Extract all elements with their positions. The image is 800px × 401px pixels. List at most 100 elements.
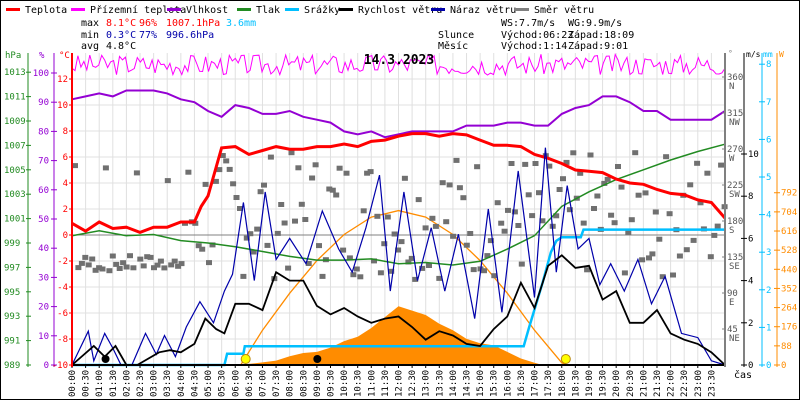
wind-direction-point (384, 214, 391, 220)
wind-direction-point (474, 164, 481, 170)
direction-tick-name: E (729, 298, 734, 308)
pressure-tick-label: 995 (4, 288, 20, 298)
humidity-tick-label: 60 (38, 186, 49, 196)
wind-direction-point (233, 195, 240, 200)
wind-direction-point (381, 241, 388, 247)
radiation-tick-label: 88 (781, 342, 792, 352)
wind-direction-point (140, 263, 147, 269)
wind-direction-point (501, 228, 508, 234)
wind-direction-point (632, 150, 639, 156)
radiation-tick-label: 528 (781, 246, 797, 256)
temperature-tick-label: 2 (63, 205, 68, 215)
legend-label: Rychlost větru (358, 4, 442, 16)
x-tick-label: 06:30 (245, 370, 255, 397)
wind-direction-point (432, 223, 439, 229)
series-wind-gust (71, 147, 726, 366)
x-tick-label: 04:30 (190, 370, 200, 397)
wind-direction-point (484, 253, 491, 259)
stats-moon-set: Západ:9:01 (568, 40, 628, 52)
stats-min-hum: 77% (139, 30, 157, 41)
stats-max-hum: 96% (139, 18, 157, 29)
stats-sun-label: Slunce (438, 30, 474, 41)
wind-direction-point (237, 206, 243, 211)
wind-direction-point (175, 263, 182, 269)
wind-direction-point (154, 262, 161, 268)
rain-tick-label: 5 (766, 173, 771, 183)
wind-direction-point (604, 176, 611, 182)
x-tick-label: 12:30 (408, 370, 418, 397)
x-tick-label: 16:30 (517, 370, 527, 397)
wind-direction-point (714, 223, 721, 229)
direction-tick-label: 135 (727, 253, 743, 263)
legend-swatch (285, 8, 299, 11)
wind-direction-point (99, 266, 106, 272)
wind-direction-point (288, 150, 295, 156)
humidity-tick-label: 40 (38, 244, 49, 254)
wind-axis-label: m/s (746, 50, 761, 59)
temperature-tick-label: -2 (57, 257, 68, 267)
wind-direction-point (168, 262, 175, 268)
radiation-tick-label: 616 (781, 227, 797, 237)
humidity-tick-label: 70 (38, 157, 49, 167)
direction-tick-label: 315 (727, 109, 743, 119)
wind-direction-point (656, 236, 663, 242)
pressure-tick-label: 991 (4, 337, 20, 347)
pressure-tick-label: 997 (4, 263, 20, 273)
wind-direction-point (463, 242, 470, 248)
stats-block: max 8.1°C 96% 1007.1hPa 3.6mm min 0.3°C … (81, 18, 634, 52)
sun-marker-sunset (560, 354, 571, 364)
wind-direction-point (157, 258, 164, 264)
wind-direction-point (72, 163, 78, 169)
x-tick-label: 09:30 (326, 370, 336, 397)
x-tick-label: 18:30 (571, 370, 581, 397)
wind-direction-point (305, 261, 312, 266)
wind-direction-point (127, 253, 133, 259)
wind-direction-point (518, 261, 525, 267)
temperature-tick-label: 6 (63, 153, 68, 163)
wind-direction-point (460, 195, 467, 201)
temperature-axis-label: °C (59, 51, 70, 61)
wind-direction-point (357, 274, 364, 280)
pressure-tick-label: 1007 (4, 141, 26, 151)
wind-direction-point (718, 162, 725, 168)
pressure-tick-label: 989 (4, 361, 20, 371)
pressure-tick-label: 993 (4, 312, 20, 322)
wind-direction-point (106, 268, 113, 274)
stats-max-rain: 3.6mm (226, 18, 256, 29)
wind-direction-point (580, 220, 587, 226)
wind-tick-label: 0 (748, 361, 753, 371)
wind-direction-point (439, 180, 446, 186)
stats-sun-set: Západ:18:09 (568, 29, 634, 41)
wind-direction-point (278, 202, 285, 207)
wind-direction-point (261, 182, 267, 188)
x-tick-label: 03:00 (150, 370, 160, 397)
x-tick-label: 08:30 (299, 370, 309, 397)
series-humidity (71, 89, 726, 139)
legend-swatch (431, 8, 445, 11)
humidity-tick-label: 0 (44, 361, 49, 371)
wind-direction-point (85, 262, 92, 268)
wind-direction-point (494, 200, 501, 206)
wind-direction-point (635, 192, 642, 198)
x-tick-label: 22:30 (680, 370, 690, 397)
wind-direction-point (350, 272, 357, 278)
x-tick-label: 23:00 (694, 370, 704, 397)
wind-direction-point (621, 270, 628, 276)
wind-direction-point (116, 266, 123, 271)
direction-tick-label: 90 (727, 289, 738, 299)
wind-direction-point (546, 163, 553, 169)
direction-tick-name: S (729, 226, 734, 236)
stats-max-press: 1007.1hPa (166, 18, 220, 29)
humidity-tick-label: 10 (38, 332, 49, 342)
temperature-tick-label: 10 (57, 101, 68, 111)
x-tick-label: 02:00 (122, 370, 132, 397)
stats-moon-rise: Východ:1:14 (501, 40, 567, 52)
pressure-tick-label: 1011 (4, 93, 26, 103)
wind-direction-point (78, 260, 85, 266)
x-tick-label: 11:00 (367, 370, 377, 397)
x-axis-label: čas (734, 369, 752, 381)
radiation-axis-label: W (779, 50, 784, 59)
wind-direction-point (426, 263, 432, 268)
wind-direction-point (374, 213, 381, 219)
wind-direction-point (360, 208, 367, 214)
